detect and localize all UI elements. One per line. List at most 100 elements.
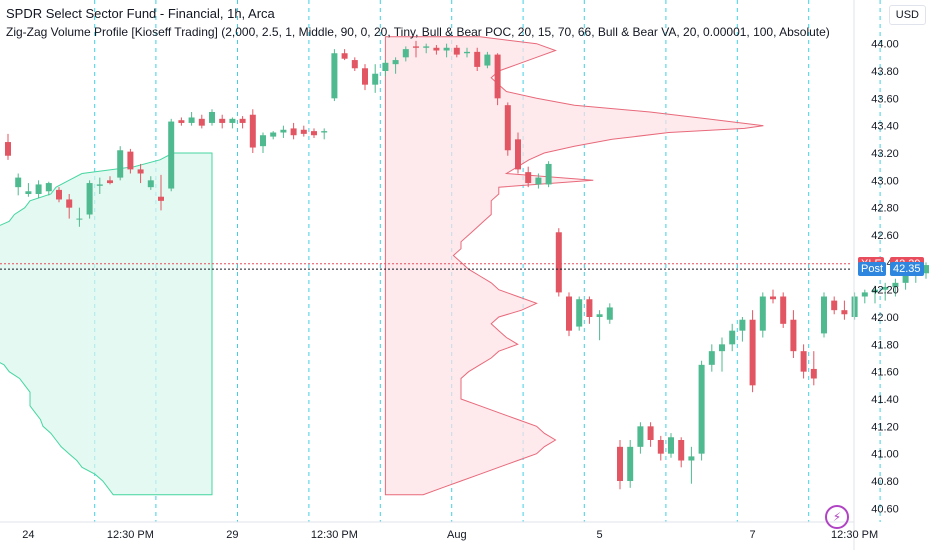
candle-body-69 xyxy=(708,351,715,365)
candle-body-2 xyxy=(25,191,32,194)
candle-body-45 xyxy=(464,51,470,54)
y-tick-label-17: 44.00 xyxy=(871,39,899,51)
candle-body-20 xyxy=(209,112,215,123)
candle-body-71 xyxy=(729,330,736,345)
candle-body-55 xyxy=(566,296,572,331)
candle-body-78 xyxy=(800,351,807,372)
candle-body-23 xyxy=(239,118,246,123)
candle-body-16 xyxy=(168,121,175,189)
candle-body-21 xyxy=(219,118,226,123)
candle-body-56 xyxy=(576,299,583,327)
candle-body-59 xyxy=(606,307,613,320)
candle-body-65 xyxy=(668,437,674,454)
candle-body-39 xyxy=(402,49,409,58)
x-tick-label-4: Aug xyxy=(447,529,467,541)
candle-body-19 xyxy=(198,118,205,126)
candle-body-44 xyxy=(453,47,460,55)
candle-body-36 xyxy=(372,73,379,85)
candle-body-62 xyxy=(637,426,644,447)
y-tick-label-11: 42.80 xyxy=(871,203,899,215)
candle-body-52 xyxy=(535,177,542,185)
y-tick-label-15: 43.60 xyxy=(871,93,899,105)
candle-body-3 xyxy=(35,184,42,194)
y-tick-label-5: 41.60 xyxy=(871,367,899,379)
y-tick-label-1: 40.80 xyxy=(871,476,899,488)
candle-body-43 xyxy=(443,47,450,51)
candle-body-83 xyxy=(851,296,858,317)
candle-body-87 xyxy=(892,282,899,287)
candle-body-15 xyxy=(158,196,164,201)
candle-body-85 xyxy=(872,289,878,293)
volume-profile-bear-1 xyxy=(384,36,764,496)
candle-body-6 xyxy=(66,199,73,208)
candle-body-10 xyxy=(107,180,113,184)
candle-body-30 xyxy=(311,131,317,136)
candle-body-88 xyxy=(902,276,909,283)
candle-body-84 xyxy=(861,292,868,297)
x-tick-label-1: 12:30 PM xyxy=(107,529,154,541)
candle-body-60 xyxy=(617,446,623,481)
candle-body-32 xyxy=(331,53,338,99)
candle-body-53 xyxy=(545,163,552,185)
candle-body-38 xyxy=(392,60,399,65)
candle-body-68 xyxy=(698,364,705,454)
candle-body-27 xyxy=(280,129,287,133)
x-tick-label-6: 7 xyxy=(750,529,756,541)
candle-body-14 xyxy=(147,180,154,188)
candle-body-33 xyxy=(341,53,348,59)
price-lines-layer xyxy=(0,263,852,270)
x-tick-label-7: 12:30 PM xyxy=(831,529,878,541)
candle-body-76 xyxy=(780,296,787,324)
x-tick-label-2: 29 xyxy=(226,529,238,541)
candle-body-54 xyxy=(555,232,562,293)
y-tick-label-13: 43.20 xyxy=(871,148,899,160)
candle-body-22 xyxy=(229,118,236,123)
indicator-label[interactable]: Zig-Zag Volume Profile [Kioseff Trading]… xyxy=(6,25,830,39)
candle-body-41 xyxy=(423,46,430,48)
candle-body-47 xyxy=(484,54,491,66)
y-tick-label-7: 42.00 xyxy=(871,312,899,324)
y-tick-label-8: 42.20 xyxy=(871,285,899,297)
candle-body-35 xyxy=(362,68,368,85)
candle-body-34 xyxy=(351,60,358,69)
candle-body-29 xyxy=(300,129,307,134)
candle-body-50 xyxy=(515,139,521,170)
candle-body-81 xyxy=(831,300,838,311)
candle-body-5 xyxy=(56,189,62,200)
candle-body-25 xyxy=(260,135,266,147)
candle-body-1 xyxy=(15,177,22,188)
candle-body-61 xyxy=(627,446,634,481)
candle-body-64 xyxy=(657,440,664,454)
currency-button[interactable]: USD xyxy=(888,5,926,25)
post-price-tag-value: 42.35 xyxy=(890,262,924,277)
candle-body-79 xyxy=(810,368,817,379)
y-tick-label-16: 43.80 xyxy=(871,66,899,78)
candle-body-58 xyxy=(596,314,603,317)
candle-body-74 xyxy=(759,296,766,331)
candle-body-26 xyxy=(270,132,277,137)
y-tick-label-6: 41.80 xyxy=(871,339,899,351)
candle-body-13 xyxy=(137,169,144,174)
y-tick-label-0: 40.60 xyxy=(871,503,899,515)
candle-body-90 xyxy=(923,265,929,274)
candle-body-48 xyxy=(494,54,501,99)
candle-body-8 xyxy=(86,183,93,215)
lightning-icon[interactable]: ⚡ xyxy=(825,505,849,529)
symbol-title[interactable]: SPDR Select Sector Fund - Financial, 1h,… xyxy=(6,6,275,21)
candle-body-49 xyxy=(504,105,511,151)
volume-profile-layer xyxy=(0,36,764,496)
post-price-tag-label: Post xyxy=(858,262,887,277)
candle-body-67 xyxy=(688,456,695,461)
candle-body-77 xyxy=(790,319,797,352)
candle-body-66 xyxy=(678,440,685,461)
candle-body-24 xyxy=(249,114,256,148)
candle-body-7 xyxy=(76,218,83,220)
candle-body-9 xyxy=(96,184,103,186)
candle-body-40 xyxy=(413,46,419,48)
candle-body-46 xyxy=(474,51,481,67)
candle-body-70 xyxy=(719,344,725,352)
candle-body-75 xyxy=(770,296,776,300)
